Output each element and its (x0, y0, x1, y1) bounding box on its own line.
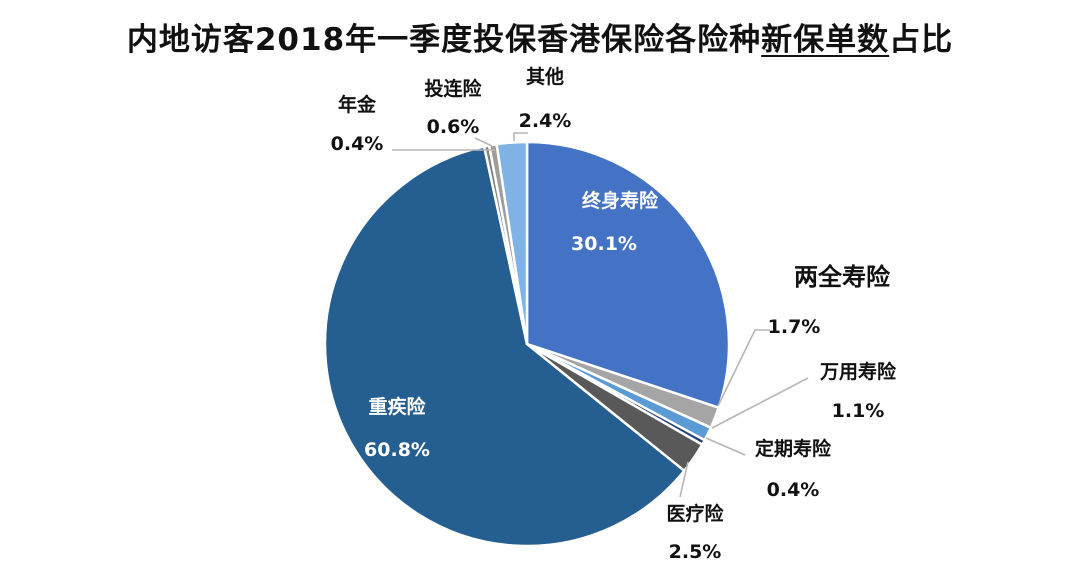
leader-line-2 (717, 329, 770, 407)
leader-line-8 (474, 137, 493, 147)
slice-value-label-6: 60.8% (364, 439, 430, 461)
leader-line-9 (513, 132, 528, 141)
slice-value-label-1: 30.1% (571, 233, 637, 255)
slice-value-label-4: 0.4% (767, 479, 820, 501)
slice-value-label-5: 2.5% (669, 541, 722, 563)
leader-line-4 (705, 437, 746, 456)
slice-value-label-2: 1.7% (768, 316, 821, 338)
slice-name-label-8: 投连险 (424, 77, 482, 100)
slice-value-label-3: 1.1% (832, 400, 885, 422)
slice-name-label-7: 年金 (338, 93, 377, 116)
slice-value-label-7: 0.4% (331, 133, 384, 155)
slice-name-label-3: 万用寿险 (819, 360, 897, 383)
slice-value-label-9: 2.4% (519, 110, 572, 132)
title-underlined-part: 新保单数 (761, 22, 890, 58)
slice-name-label-2: 两全寿险 (794, 263, 891, 291)
slice-name-label-5: 医疗险 (666, 502, 724, 525)
leader-line-3 (711, 377, 809, 429)
slice-name-label-1: 终身寿险 (582, 189, 659, 212)
slice-name-label-6: 重疾险 (368, 395, 426, 418)
title-part-2: 占比 (889, 22, 954, 58)
pie-slice-1 (525, 140, 731, 409)
title-part-1: 内地访客2018年一季度投保香港保险各险种 (126, 22, 762, 58)
leader-line-5 (679, 461, 689, 498)
slice-name-label-4: 定期寿险 (755, 437, 832, 460)
pie-slice-9 (495, 140, 529, 346)
slice-value-label-8: 0.6% (427, 116, 480, 138)
pie-slice-6 (323, 145, 686, 548)
chart-title: 内地访客2018年一季度投保香港保险各险种新保单数占比 (0, 14, 1080, 59)
slice-name-label-9: 其他 (526, 65, 564, 88)
